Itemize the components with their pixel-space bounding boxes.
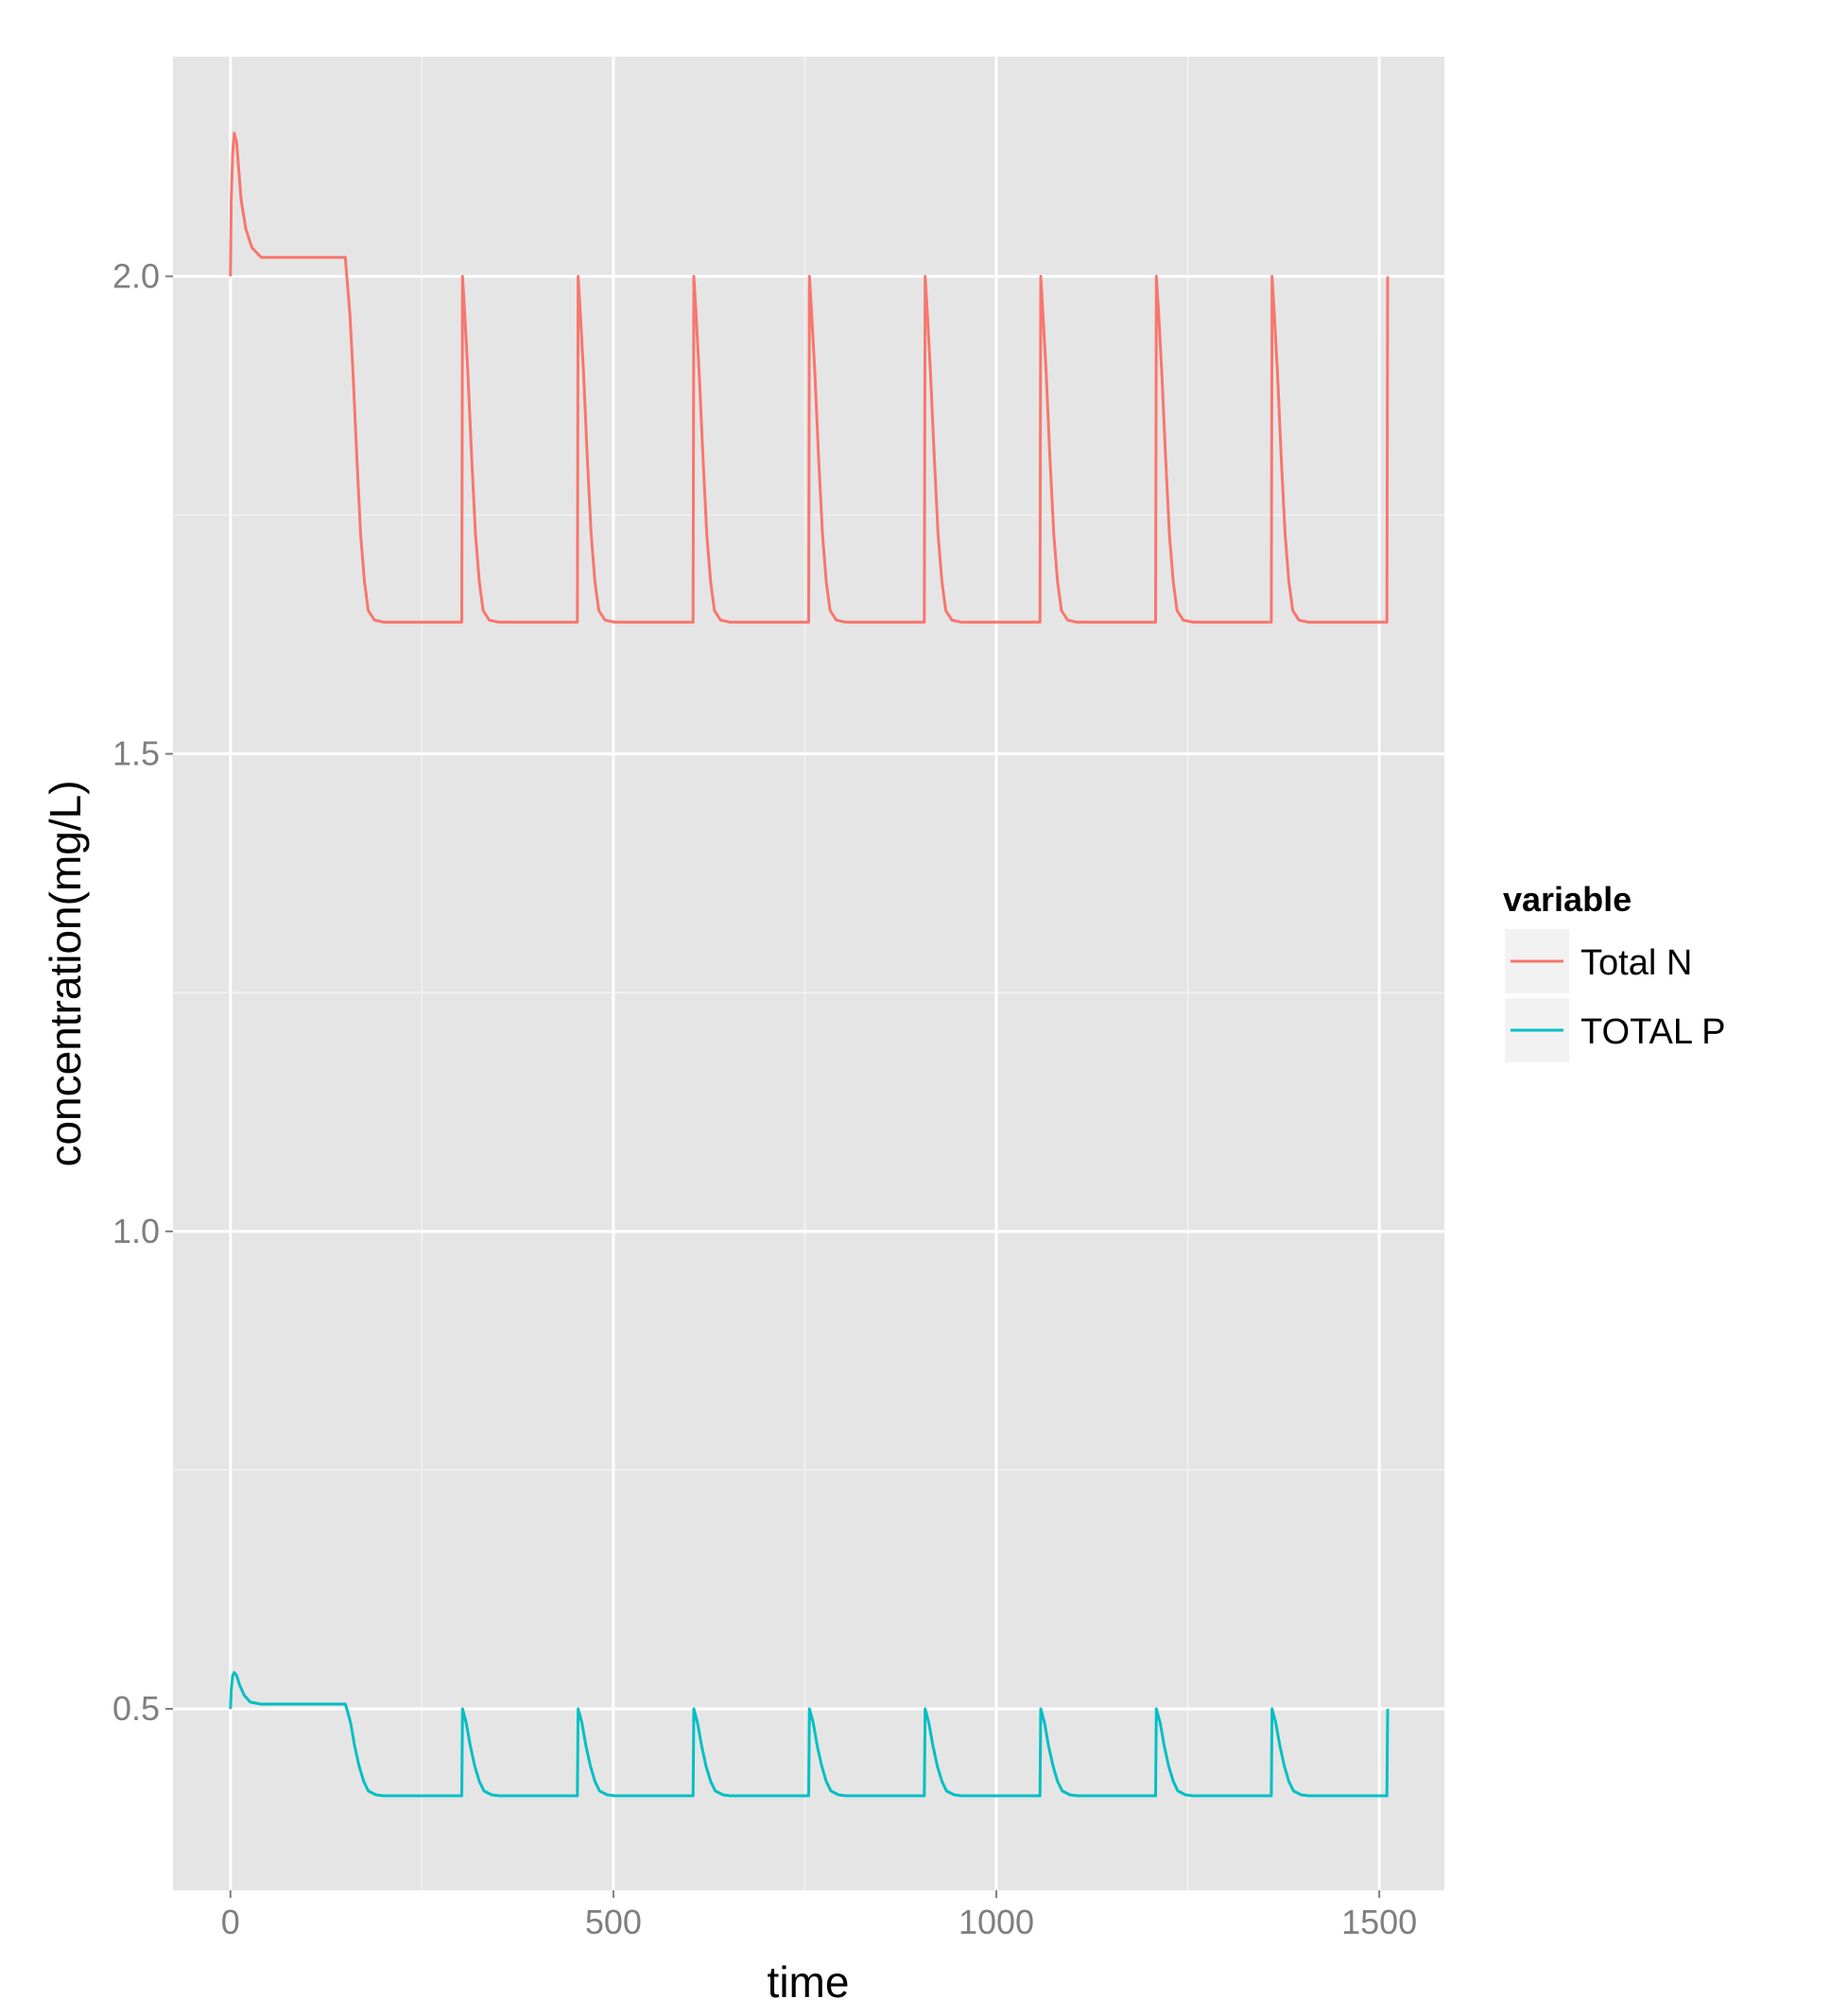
y-tick-label: 1.0	[112, 1212, 160, 1250]
x-tick-label: 1500	[1341, 1903, 1417, 1941]
y-axis-title: concentration(mg/L)	[41, 780, 90, 1166]
x-tick-label: 500	[585, 1903, 642, 1941]
y-tick-label: 2.0	[112, 256, 160, 295]
legend-label: TOTAL P	[1581, 1012, 1725, 1052]
legend: variable Total N TOTAL P	[1503, 880, 1725, 1062]
x-tick-label: 1000	[959, 1903, 1034, 1941]
legend-item-total-p: TOTAL P	[1505, 998, 1725, 1062]
legend-item-total-n: Total N	[1505, 929, 1692, 993]
x-tick-label: 0	[221, 1903, 240, 1941]
axis-ticks	[165, 275, 1381, 1898]
y-tick-label: 0.5	[112, 1689, 160, 1728]
series-lines	[229, 131, 1390, 1798]
legend-label: Total N	[1581, 943, 1692, 983]
series-line-total-p	[229, 1671, 1390, 1798]
x-tick-labels: 0 500 1000 1500	[221, 1903, 1417, 1941]
y-tick-label: 1.5	[112, 734, 160, 773]
legend-title: variable	[1503, 880, 1632, 919]
x-axis-title: time	[768, 1957, 850, 2007]
y-tick-labels: 0.5 1.0 1.5 2.0	[112, 256, 160, 1728]
series-line-total-n	[229, 131, 1390, 624]
